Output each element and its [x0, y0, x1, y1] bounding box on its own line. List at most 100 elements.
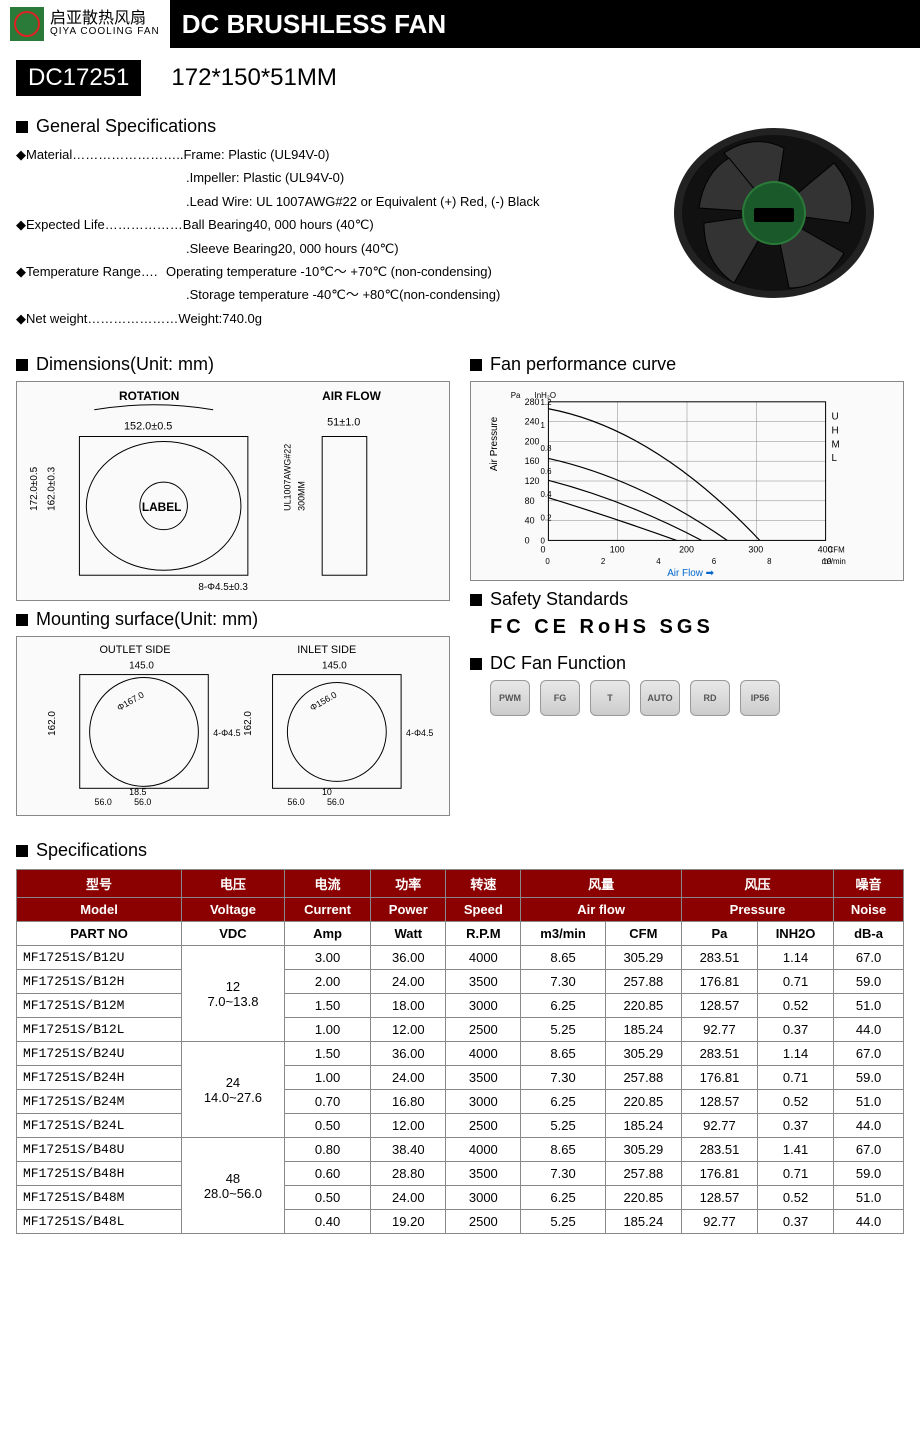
table-row: MF17251S/B12U127.0~13.83.0036.0040008.65…	[17, 946, 904, 970]
model-row: DC17251 172*150*51MM	[16, 60, 904, 96]
square-icon	[16, 614, 28, 626]
svg-text:145.0: 145.0	[322, 661, 347, 672]
table-row: MF17251S/B12L1.0012.0025005.25185.2492.7…	[17, 1018, 904, 1042]
svg-text:L: L	[832, 453, 838, 464]
svg-text:300MM: 300MM	[296, 481, 306, 511]
svg-text:1: 1	[540, 421, 545, 430]
func-icon-pwm: PWM	[490, 680, 530, 716]
svg-text:Air Pressure: Air Pressure	[489, 416, 500, 471]
table-row: MF17251S/B24H1.0024.0035007.30257.88176.…	[17, 1066, 904, 1090]
func-icon-fg: FG	[540, 680, 580, 716]
table-row: MF17251S/B12H2.0024.0035007.30257.88176.…	[17, 970, 904, 994]
square-icon	[16, 359, 28, 371]
svg-text:51±1.0: 51±1.0	[327, 417, 360, 429]
section-specs: Specifications	[16, 840, 904, 861]
func-icon-rd: RD	[690, 680, 730, 716]
page-title: DC BRUSHLESS FAN	[170, 0, 920, 48]
svg-text:M: M	[832, 439, 840, 450]
svg-text:160: 160	[525, 456, 540, 466]
svg-text:0.8: 0.8	[540, 444, 552, 453]
svg-text:4: 4	[656, 557, 661, 566]
general-spec-body: ◆Material……………………..Frame: Plastic (UL94V…	[16, 143, 624, 330]
svg-text:UL1007AWG#22: UL1007AWG#22	[282, 444, 292, 511]
square-icon	[16, 845, 28, 857]
svg-text:0.2: 0.2	[540, 513, 551, 522]
svg-text:0: 0	[540, 544, 545, 554]
header-bar: 启亚散热风扇 QIYA COOLING FAN DC BRUSHLESS FAN	[0, 0, 920, 48]
svg-text:145.0: 145.0	[129, 661, 154, 672]
svg-text:300: 300	[748, 544, 763, 554]
svg-text:INLET SIDE: INLET SIDE	[297, 644, 356, 656]
func-icon-ip56: IP56	[740, 680, 780, 716]
spec-line: ◆Net weight…………………Weight:740.0g	[16, 307, 624, 330]
product-image	[644, 108, 904, 318]
svg-text:4-Φ4.5: 4-Φ4.5	[213, 728, 240, 738]
svg-text:2: 2	[601, 557, 605, 566]
logo-block: 启亚散热风扇 QIYA COOLING FAN	[0, 0, 170, 48]
spec-line: ◆Temperature Range….Operating temperatur…	[16, 260, 624, 283]
svg-text:0.6: 0.6	[540, 467, 552, 476]
svg-text:0: 0	[545, 557, 550, 566]
svg-text:162.0: 162.0	[243, 711, 254, 736]
svg-text:OUTLET SIDE: OUTLET SIDE	[100, 644, 171, 656]
svg-text:172.0±0.5: 172.0±0.5	[29, 467, 40, 511]
spec-line: ◆Material……………………..Frame: Plastic (UL94V…	[16, 143, 624, 166]
section-safety: Safety Standards	[470, 589, 904, 610]
square-icon	[470, 658, 482, 670]
svg-text:Φ156.0: Φ156.0	[308, 690, 338, 713]
svg-text:CFM: CFM	[828, 545, 845, 554]
svg-text:Air Flow ➡: Air Flow ➡	[667, 568, 714, 579]
section-perf-curve: Fan performance curve	[470, 354, 904, 375]
logo-text: 启亚散热风扇 QIYA COOLING FAN	[50, 11, 160, 37]
svg-text:4-Φ4.5: 4-Φ4.5	[406, 728, 433, 738]
svg-text:H: H	[832, 426, 839, 437]
spec-line: .Impeller: Plastic (UL94V-0)	[186, 166, 624, 189]
svg-text:10: 10	[322, 787, 332, 797]
func-icon-auto: AUTO	[640, 680, 680, 716]
svg-text:0: 0	[525, 535, 530, 545]
svg-text:m³/min: m³/min	[822, 557, 846, 566]
table-row: MF17251S/B12M1.5018.0030006.25220.85128.…	[17, 994, 904, 1018]
svg-text:18.5: 18.5	[129, 787, 146, 797]
svg-text:56.0: 56.0	[134, 797, 151, 807]
svg-text:Pa: Pa	[511, 391, 521, 400]
spec-line: .Sleeve Bearing20, 000 hours (40℃)	[186, 237, 624, 260]
spec-line: .Lead Wire: UL 1007AWG#22 or Equivalent …	[186, 190, 624, 213]
table-row: MF17251S/B48U4828.0~56.00.8038.4040008.6…	[17, 1138, 904, 1162]
model-code: DC17251	[16, 60, 141, 96]
square-icon	[470, 359, 482, 371]
svg-text:8-Φ4.5±0.3: 8-Φ4.5±0.3	[198, 582, 248, 593]
func-icon-t: T	[590, 680, 630, 716]
table-row: MF17251S/B48M0.5024.0030006.25220.85128.…	[17, 1186, 904, 1210]
svg-text:200: 200	[525, 436, 540, 446]
spec-line: .Storage temperature -40℃～ +80℃(non-cond…	[186, 283, 624, 306]
function-icons: PWM FG T AUTO RD IP56	[470, 680, 904, 716]
section-general-spec: General Specifications	[16, 116, 624, 137]
svg-text:200: 200	[679, 544, 694, 554]
svg-text:Φ167.0: Φ167.0	[115, 690, 145, 713]
svg-text:56.0: 56.0	[327, 797, 344, 807]
section-mounting: Mounting surface(Unit: mm)	[16, 609, 450, 630]
table-row: MF17251S/B24M0.7016.8030006.25220.85128.…	[17, 1090, 904, 1114]
svg-text:240: 240	[525, 417, 540, 427]
logo-icon	[10, 7, 44, 41]
svg-text:162.0±0.3: 162.0±0.3	[47, 467, 58, 511]
svg-text:162.0: 162.0	[47, 711, 58, 736]
svg-text:LABEL: LABEL	[142, 500, 182, 514]
performance-chart: 0408012016020024028000.20.40.60.811.2010…	[470, 381, 904, 581]
model-dims: 172*150*51MM	[171, 64, 336, 92]
section-dimensions: Dimensions(Unit: mm)	[16, 354, 450, 375]
logo-cn: 启亚散热风扇	[50, 11, 160, 27]
svg-text:InH₂O: InH₂O	[535, 391, 557, 400]
svg-text:8: 8	[767, 557, 772, 566]
square-icon	[16, 121, 28, 133]
mounting-drawing: OUTLET SIDE 145.0 162.0 Φ167.0 4-Φ4.5 56…	[16, 636, 450, 816]
table-row: MF17251S/B24L0.5012.0025005.25185.2492.7…	[17, 1114, 904, 1138]
svg-text:U: U	[832, 412, 839, 423]
svg-text:AIR FLOW: AIR FLOW	[322, 389, 381, 403]
spec-line: ◆Expected Life………………Ball Bearing40, 000 …	[16, 213, 624, 236]
svg-text:152.0±0.5: 152.0±0.5	[124, 421, 172, 433]
svg-text:120: 120	[525, 476, 540, 486]
table-row: MF17251S/B48H0.6028.8035007.30257.88176.…	[17, 1162, 904, 1186]
svg-text:100: 100	[610, 544, 625, 554]
